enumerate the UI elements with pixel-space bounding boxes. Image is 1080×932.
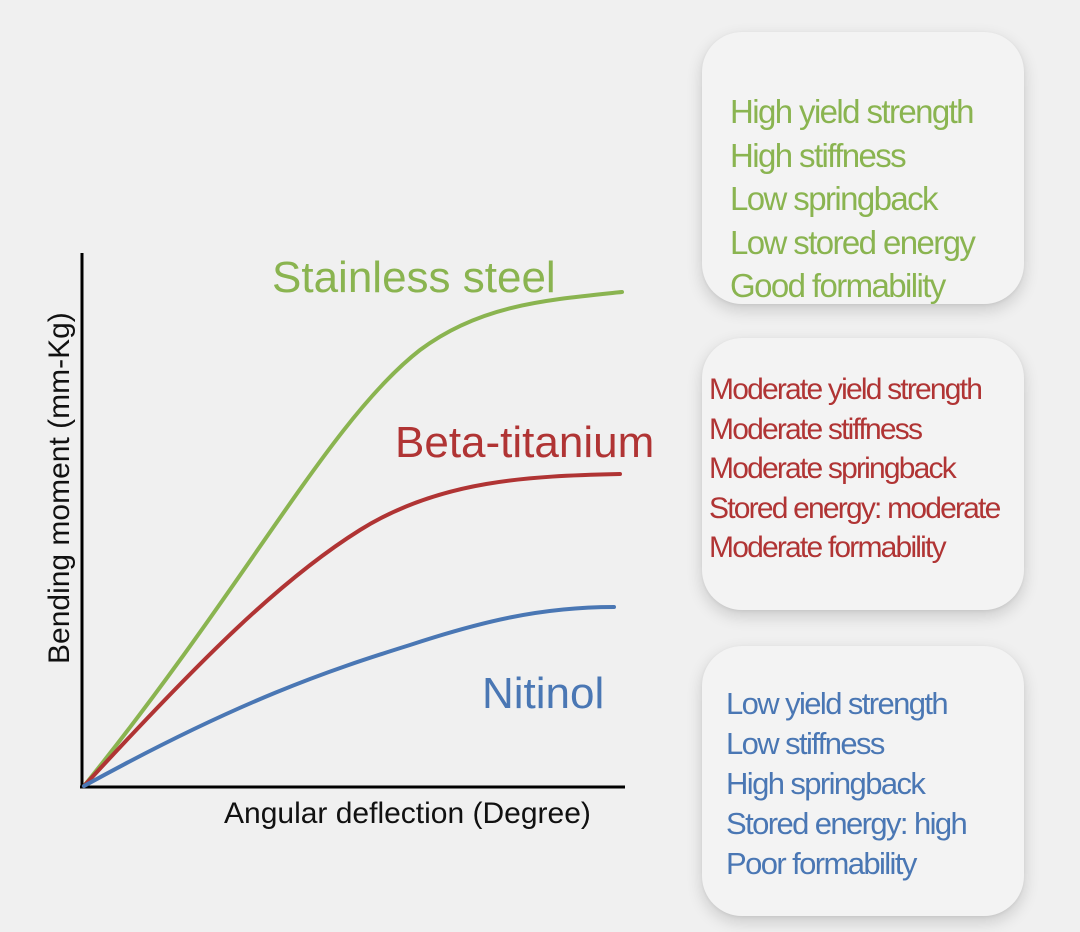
nitinol-label: Nitinol [482, 669, 604, 718]
x-axis-title: Angular deflection (Degree) [224, 797, 591, 830]
stainless-steel-curve [82, 290, 624, 788]
property-line: Poor formability [726, 846, 917, 881]
property-line: High springback [726, 766, 926, 801]
property-line: Stored energy: moderate [709, 491, 1001, 525]
property-line: Moderate formability [709, 531, 947, 564]
beta-titanium-label: Beta-titanium [395, 418, 654, 467]
property-line: Low yield strength [726, 686, 949, 721]
stainless-steel-properties-card: High yield strength High stiffness Low s… [702, 32, 1024, 304]
property-line: High stiffness [730, 136, 907, 174]
property-line: Low stiffness [726, 726, 885, 761]
property-line: Good formability [730, 267, 946, 304]
property-line: Moderate springback [709, 452, 957, 485]
property-line: Moderate yield strength [709, 373, 983, 406]
property-line: Moderate stiffness [709, 412, 923, 446]
property-line: Low springback [730, 180, 939, 217]
nitinol-curve [82, 605, 616, 788]
property-line: Stored energy: high [726, 806, 968, 841]
beta-titanium-curve [82, 472, 622, 788]
y-axis-title: Bending moment (mm-Kg) [43, 312, 76, 664]
nitinol-properties-card: Low yield strength Low stiffness High sp… [702, 646, 1024, 916]
beta-titanium-properties-card: Moderate yield strength Moderate stiffne… [702, 338, 1024, 610]
property-line: High yield strength [730, 93, 975, 130]
property-line: Low stored energy [730, 223, 976, 261]
stainless-steel-label: Stainless steel [272, 253, 556, 302]
